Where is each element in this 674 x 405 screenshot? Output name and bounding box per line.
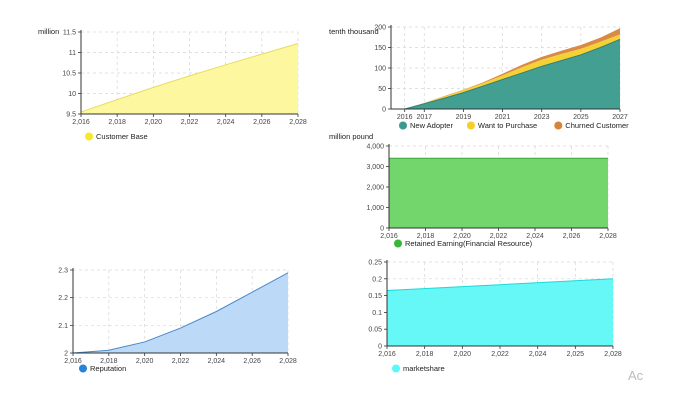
legend-marker [394, 239, 402, 248]
y-unit-label: tenth thousand [329, 27, 379, 36]
customer-base-chart: 9.5 10 10.5 11 11.5 2,016 2,018 2,020 2,022 2,024… [38, 27, 307, 141]
x-tick-label: 2025 [573, 114, 589, 121]
x-tick-label: 2,028 [279, 358, 297, 365]
area-series-0 [73, 272, 288, 353]
retained-earning-chart: 0 1,000 2,000 3,000 4,000 2,016 2,018 2,020 2,02… [329, 132, 617, 248]
x-tick-label: 2,016 [72, 119, 90, 126]
y-tick-label: 2.2 [58, 295, 68, 302]
legend-label: Reputation [90, 364, 126, 373]
y-tick-label: 0.25 [368, 260, 382, 267]
x-tick-label: 2,020 [454, 351, 472, 358]
x-tick-label: 2,018 [416, 351, 434, 358]
series-line [72, 272, 289, 354]
y-unit-label: million [38, 27, 59, 36]
x-tick-label: 2023 [534, 114, 550, 121]
legend-marker [399, 121, 407, 130]
legend-label: Want to Purchase [478, 121, 537, 130]
x-tick-label: 2021 [495, 114, 511, 121]
x-tick-label: 2016 [397, 114, 413, 121]
x-tick-label: 2,024 [217, 119, 235, 126]
x-tick-label: 2,016 [380, 233, 398, 240]
reputation-chart: 2 2.1 2.2 2.3 2,016 2,018 2,020 2,022 2,024 2,026… [58, 268, 297, 374]
x-tick-label: 2,018 [100, 358, 118, 365]
x-tick-label: 2,018 [108, 119, 126, 126]
legend-marker [554, 121, 563, 130]
y-tick-label: 10.5 [62, 71, 76, 78]
watermark-text: Ac [628, 368, 644, 383]
legend-label: marketshare [403, 364, 445, 373]
y-tick-label: 100 [374, 66, 386, 73]
x-tick-label: 2,024 [526, 233, 544, 240]
x-tick-label: 2,028 [289, 119, 307, 126]
area-series-0 [387, 278, 613, 346]
area-series-1 [404, 34, 620, 109]
y-tick-label: 150 [374, 45, 386, 52]
x-tick-label: 2,022 [490, 233, 508, 240]
x-tick-label: 2,025 [567, 351, 585, 358]
x-tick-label: 2,020 [136, 358, 154, 365]
y-unit-label: million pound [329, 132, 373, 141]
legend-marker [79, 364, 87, 373]
y-tick-label: 0.2 [372, 276, 382, 283]
y-tick-label: 10 [68, 91, 76, 98]
legend-marker [392, 364, 400, 373]
y-tick-label: 11.5 [63, 30, 76, 37]
x-tick-label: 2,020 [453, 233, 471, 240]
x-tick-label: 2,026 [253, 119, 271, 126]
legend-marker [85, 132, 93, 141]
x-tick-label: 2,026 [563, 233, 581, 240]
marketshare-chart: 0 0.05 0.1 0.15 0.2 0.25 2,016 2,018 2,020 2,022 2… [368, 260, 621, 374]
adoption-chart: 0 50 100 150 200 2016 2017 2019 2021 2023 2025 2027… [329, 25, 629, 131]
x-tick-label: 2,018 [417, 233, 435, 240]
x-tick-label: 2,028 [604, 351, 622, 358]
y-tick-label: 2.1 [58, 323, 68, 330]
y-tick-label: 0 [380, 226, 384, 233]
x-tick-label: 2,028 [599, 233, 617, 240]
y-tick-label: 0.15 [368, 293, 382, 300]
x-tick-label: 2,016 [378, 351, 396, 358]
legend-label: New Adopter [410, 121, 453, 130]
x-tick-label: 2,024 [208, 358, 226, 365]
x-tick-label: 2019 [456, 114, 472, 121]
x-tick-label: 2,022 [491, 351, 509, 358]
series-line [386, 278, 614, 292]
legend-label: Customer Base [96, 132, 148, 141]
y-tick-label: 50 [378, 86, 386, 93]
y-tick-label: 9.5 [66, 112, 76, 119]
legend-label: Churned Customer [565, 121, 629, 130]
y-tick-label: 0.05 [368, 327, 382, 334]
x-tick-label: 2017 [416, 114, 432, 121]
y-tick-label: 0 [382, 107, 386, 114]
area-series-0 [81, 43, 298, 115]
y-tick-label: 3,000 [366, 164, 384, 171]
y-tick-label: 2.3 [58, 268, 68, 275]
x-tick-label: 2,016 [64, 358, 82, 365]
y-tick-label: 11 [69, 50, 76, 57]
x-tick-label: 2,020 [145, 119, 163, 126]
series-line [404, 38, 621, 110]
area-series-0 [404, 39, 620, 109]
x-tick-label: 2027 [612, 114, 628, 121]
x-tick-label: 2,022 [181, 119, 199, 126]
y-tick-label: 0.1 [372, 310, 382, 317]
legend-label: Retained Earning(Financial Resource) [405, 239, 533, 248]
y-tick-label: 2,000 [366, 185, 384, 192]
y-tick-label: 2 [64, 351, 68, 358]
x-tick-label: 2,026 [243, 358, 261, 365]
x-tick-label: 2,024 [529, 351, 547, 358]
area-series-0 [389, 158, 608, 228]
legend-marker [466, 121, 475, 130]
x-tick-label: 2,022 [172, 358, 190, 365]
y-tick-label: 1,000 [366, 205, 384, 212]
series-line [80, 43, 299, 113]
y-tick-label: 0 [378, 344, 382, 351]
y-tick-label: 4,000 [366, 144, 384, 151]
y-tick-label: 200 [374, 25, 386, 32]
